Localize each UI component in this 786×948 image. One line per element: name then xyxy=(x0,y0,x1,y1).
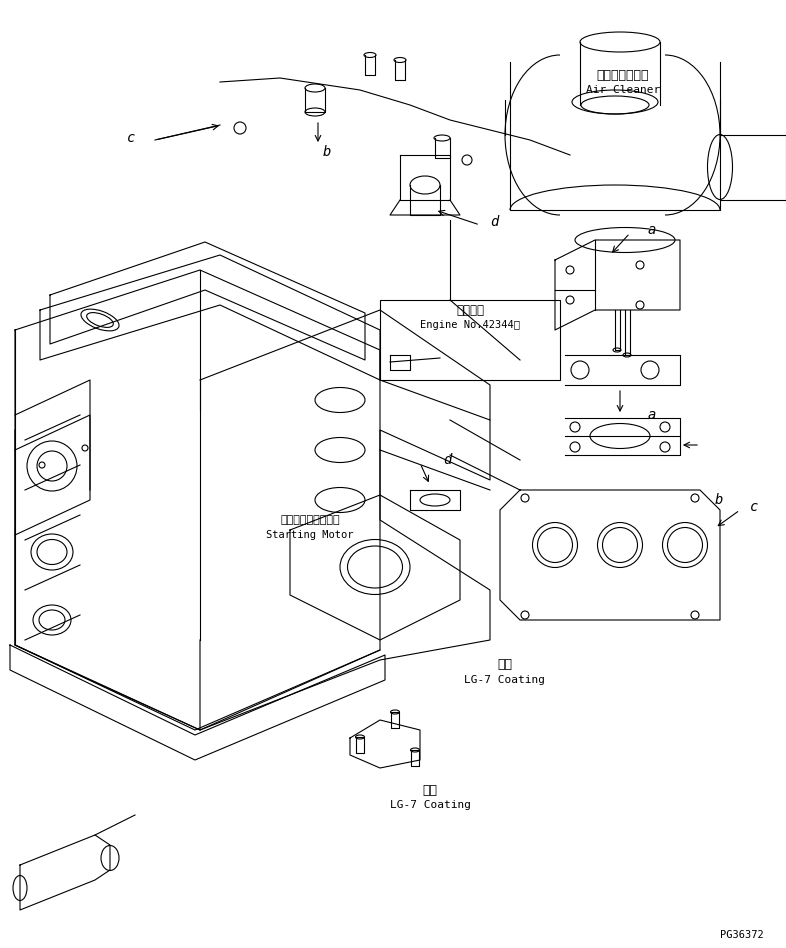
Text: PG36372: PG36372 xyxy=(720,930,764,940)
Text: Air Cleaner: Air Cleaner xyxy=(586,85,660,95)
Text: エアークリーナ: エアークリーナ xyxy=(597,68,649,82)
Text: b: b xyxy=(323,145,332,159)
Text: Starting Motor: Starting Motor xyxy=(266,530,354,540)
Text: a: a xyxy=(648,408,656,422)
Text: d: d xyxy=(443,453,451,467)
Text: 適用号機: 適用号機 xyxy=(456,303,484,317)
Text: 塗布: 塗布 xyxy=(498,659,512,671)
Text: c: c xyxy=(750,500,758,514)
Text: Engine No.42344～: Engine No.42344～ xyxy=(420,320,520,330)
Text: d: d xyxy=(490,215,498,229)
Text: b: b xyxy=(715,493,723,507)
Text: スターティングモタ: スターティングモタ xyxy=(280,515,340,525)
Text: a: a xyxy=(648,223,656,237)
Text: LG-7 Coating: LG-7 Coating xyxy=(390,800,471,810)
Text: LG-7 Coating: LG-7 Coating xyxy=(465,675,545,685)
Text: 塗布: 塗布 xyxy=(423,783,438,796)
Bar xyxy=(380,300,560,380)
Text: c: c xyxy=(127,131,135,145)
